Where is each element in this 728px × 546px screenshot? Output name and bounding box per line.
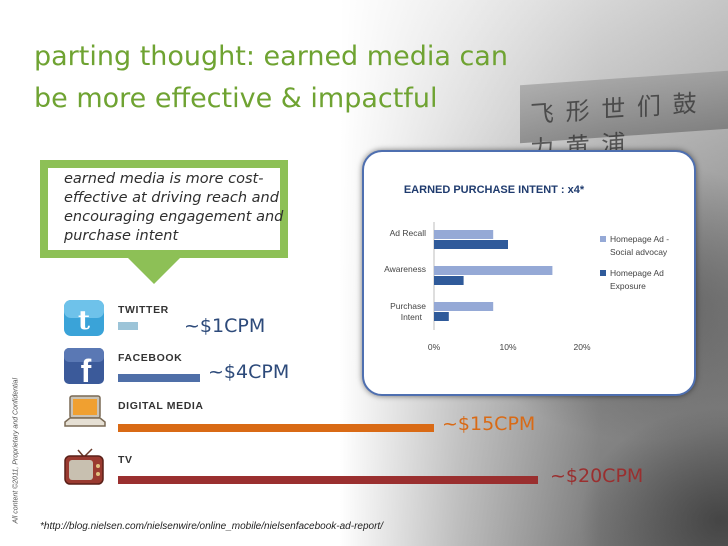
svg-text:t: t [78, 306, 90, 336]
page-title: parting thought: earned media can be mor… [34, 36, 634, 120]
callout-tail [128, 258, 180, 284]
purchase-intent-chart: Ad Recall Awareness Purchase Intent 0% 10% 20%… [384, 222, 669, 352]
chart-category-label: Purchase Intent [390, 301, 426, 322]
channel-row-twitter: t TWITTER ~$1CPM [40, 298, 640, 344]
channel-label-tv: TV [118, 454, 133, 466]
cpm-bar-facebook [118, 374, 200, 382]
cpm-bar-twitter [118, 322, 138, 330]
chart-bar [434, 276, 464, 285]
channel-row-tv: TV ~$20CPM [40, 448, 644, 494]
facebook-icon: f [64, 348, 104, 386]
channel-row-facebook: f FACEBOOK ~$4CPM [40, 346, 640, 392]
cpm-value-twitter: ~$1CPM [184, 315, 266, 337]
channel-row-digital-media: DIGITAL MEDIA ~$15CPM [40, 394, 640, 440]
svg-text:f: f [81, 353, 92, 386]
footnote-source: *http://blog.nielsen.com/nielsenwire/onl… [40, 521, 383, 532]
sidebar-copyright: All content ©2011, Proprietary and Confi… [12, 377, 20, 524]
chart-bar [434, 230, 494, 239]
chart-legend-swatch [600, 236, 606, 242]
chart-category-label: Awareness [384, 264, 426, 274]
chart-bar [434, 266, 553, 275]
chart-bar [434, 240, 508, 249]
callout-inner: earned media is more cost-effective at d… [48, 168, 283, 250]
cpm-bar-digital-media [118, 424, 434, 432]
chart-bar [434, 302, 494, 311]
channel-label-facebook: FACEBOOK [118, 352, 183, 364]
chart-panel: EARNED PURCHASE INTENT : x4* Ad Recall Aw… [362, 150, 696, 396]
title-line-1: parting thought: earned media can [34, 41, 508, 72]
callout-box: earned media is more cost-effective at d… [40, 160, 288, 258]
cpm-value-facebook: ~$4CPM [208, 361, 290, 383]
cpm-value-digital-media: ~$15CPM [442, 413, 536, 435]
chart-category-label: Ad Recall [390, 228, 426, 238]
chart-x-tick-label: 0% [428, 342, 441, 352]
channel-label-twitter: TWITTER [118, 304, 169, 316]
callout-text: earned media is more cost-effective at d… [64, 171, 284, 244]
chart-title: EARNED PURCHASE INTENT : x4* [403, 184, 585, 196]
chart-bar [434, 312, 449, 321]
channel-label-digital-media: DIGITAL MEDIA [118, 400, 204, 412]
chart-legend-swatch [600, 270, 606, 276]
chart-x-tick-label: 10% [499, 342, 516, 352]
chart-legend-label: Homepage Ad Exposure [610, 268, 664, 291]
title-line-2: be more effective & impactful [34, 83, 438, 114]
chart-x-tick-label: 20% [573, 342, 590, 352]
cpm-value-tv: ~$20CPM [550, 465, 644, 487]
cpm-bar-tv [118, 476, 538, 484]
tv-icon [64, 448, 104, 485]
laptop-icon [64, 395, 106, 427]
chart-legend-label: Homepage Ad -Social advocay [610, 234, 669, 257]
twitter-icon: t [64, 300, 104, 336]
